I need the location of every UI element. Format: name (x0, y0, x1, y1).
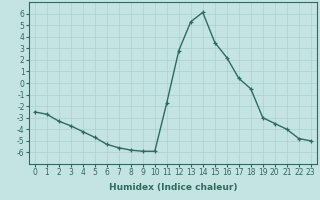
X-axis label: Humidex (Indice chaleur): Humidex (Indice chaleur) (108, 183, 237, 192)
